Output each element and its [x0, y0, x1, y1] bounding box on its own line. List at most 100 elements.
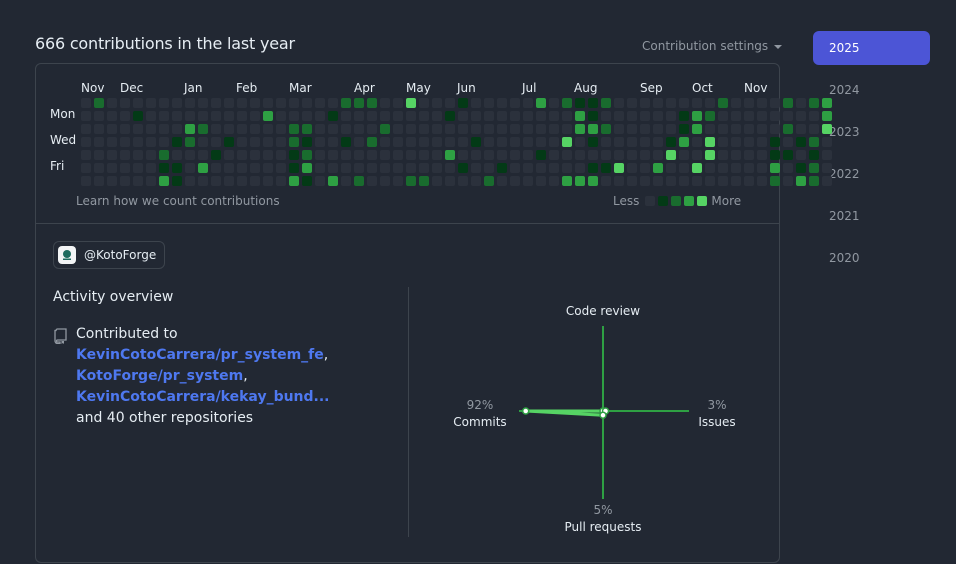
contribution-day[interactable]: [458, 111, 468, 121]
contribution-day[interactable]: [120, 163, 130, 173]
contribution-day[interactable]: [445, 98, 455, 108]
contribution-day[interactable]: [666, 137, 676, 147]
contribution-day[interactable]: [341, 98, 351, 108]
contribution-day[interactable]: [523, 163, 533, 173]
contribution-day[interactable]: [458, 124, 468, 134]
contribution-settings-button[interactable]: Contribution settings: [642, 39, 783, 53]
contribution-day[interactable]: [432, 137, 442, 147]
contribution-day[interactable]: [263, 124, 273, 134]
contribution-day[interactable]: [692, 137, 702, 147]
contribution-day[interactable]: [471, 124, 481, 134]
contribution-day[interactable]: [627, 137, 637, 147]
contribution-day[interactable]: [640, 137, 650, 147]
contribution-day[interactable]: [588, 98, 598, 108]
contribution-day[interactable]: [107, 150, 117, 160]
contribution-day[interactable]: [744, 137, 754, 147]
contribution-day[interactable]: [224, 176, 234, 186]
contribution-day[interactable]: [666, 150, 676, 160]
contribution-day[interactable]: [198, 163, 208, 173]
contribution-day[interactable]: [393, 163, 403, 173]
contribution-day[interactable]: [796, 163, 806, 173]
contribution-day[interactable]: [510, 137, 520, 147]
contribution-day[interactable]: [601, 98, 611, 108]
contribution-day[interactable]: [458, 163, 468, 173]
contribution-day[interactable]: [328, 111, 338, 121]
contribution-day[interactable]: [575, 111, 585, 121]
contribution-day[interactable]: [822, 111, 832, 121]
contribution-day[interactable]: [562, 124, 572, 134]
contribution-day[interactable]: [380, 137, 390, 147]
contribution-day[interactable]: [198, 124, 208, 134]
contribution-day[interactable]: [796, 137, 806, 147]
contribution-day[interactable]: [536, 176, 546, 186]
contribution-day[interactable]: [432, 176, 442, 186]
contribution-day[interactable]: [809, 137, 819, 147]
contribution-day[interactable]: [172, 163, 182, 173]
contribution-day[interactable]: [718, 137, 728, 147]
contribution-day[interactable]: [81, 111, 91, 121]
contribution-day[interactable]: [536, 98, 546, 108]
contribution-day[interactable]: [484, 124, 494, 134]
contribution-day[interactable]: [601, 124, 611, 134]
contribution-day[interactable]: [341, 124, 351, 134]
contribution-day[interactable]: [601, 176, 611, 186]
contribution-day[interactable]: [549, 137, 559, 147]
contribution-day[interactable]: [757, 137, 767, 147]
contribution-day[interactable]: [406, 124, 416, 134]
contribution-day[interactable]: [588, 137, 598, 147]
contribution-day[interactable]: [393, 111, 403, 121]
contribution-day[interactable]: [497, 137, 507, 147]
contribution-day[interactable]: [653, 137, 663, 147]
contribution-day[interactable]: [822, 150, 832, 160]
contribution-day[interactable]: [562, 98, 572, 108]
year-2023[interactable]: 2023: [829, 125, 860, 139]
contribution-day[interactable]: [120, 111, 130, 121]
contribution-day[interactable]: [523, 98, 533, 108]
contribution-day[interactable]: [159, 137, 169, 147]
contribution-day[interactable]: [393, 98, 403, 108]
repo-link[interactable]: KotoForge/pr_system: [76, 368, 244, 384]
contribution-day[interactable]: [107, 137, 117, 147]
contribution-day[interactable]: [757, 150, 767, 160]
contribution-day[interactable]: [614, 176, 624, 186]
contribution-day[interactable]: [432, 150, 442, 160]
contribution-day[interactable]: [159, 124, 169, 134]
contribution-day[interactable]: [406, 163, 416, 173]
contribution-day[interactable]: [328, 124, 338, 134]
contribution-day[interactable]: [445, 111, 455, 121]
contribution-day[interactable]: [770, 176, 780, 186]
contribution-day[interactable]: [341, 111, 351, 121]
contribution-day[interactable]: [770, 163, 780, 173]
contribution-day[interactable]: [653, 176, 663, 186]
contribution-day[interactable]: [588, 176, 598, 186]
contribution-day[interactable]: [718, 176, 728, 186]
contribution-day[interactable]: [562, 150, 572, 160]
year-2025[interactable]: 2025: [813, 31, 930, 65]
contribution-day[interactable]: [198, 111, 208, 121]
contribution-day[interactable]: [133, 163, 143, 173]
contribution-day[interactable]: [367, 176, 377, 186]
contribution-day[interactable]: [172, 124, 182, 134]
contribution-day[interactable]: [809, 176, 819, 186]
contribution-day[interactable]: [276, 176, 286, 186]
contribution-day[interactable]: [653, 111, 663, 121]
contribution-day[interactable]: [380, 150, 390, 160]
contribution-day[interactable]: [783, 124, 793, 134]
contribution-day[interactable]: [81, 176, 91, 186]
contribution-day[interactable]: [770, 98, 780, 108]
contribution-day[interactable]: [718, 163, 728, 173]
contribution-day[interactable]: [666, 163, 676, 173]
contribution-day[interactable]: [731, 98, 741, 108]
contribution-day[interactable]: [549, 111, 559, 121]
contribution-day[interactable]: [302, 163, 312, 173]
contribution-day[interactable]: [224, 98, 234, 108]
contribution-day[interactable]: [770, 137, 780, 147]
contribution-day[interactable]: [133, 98, 143, 108]
contribution-day[interactable]: [146, 176, 156, 186]
contribution-day[interactable]: [367, 111, 377, 121]
contribution-day[interactable]: [510, 124, 520, 134]
contribution-day[interactable]: [731, 137, 741, 147]
contribution-day[interactable]: [237, 150, 247, 160]
contribution-day[interactable]: [510, 150, 520, 160]
contribution-day[interactable]: [640, 176, 650, 186]
